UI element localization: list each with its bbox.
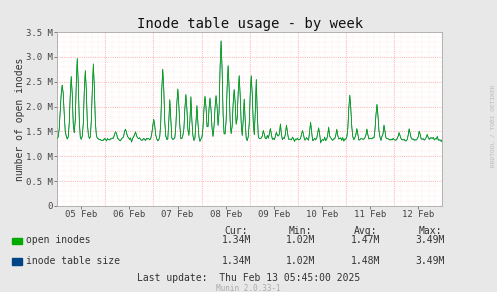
Text: 1.48M: 1.48M xyxy=(350,256,380,266)
Text: 1.34M: 1.34M xyxy=(221,235,251,245)
Text: 1.02M: 1.02M xyxy=(286,235,316,245)
Text: Max:: Max: xyxy=(418,226,442,236)
Text: RRDTOOL / TOBI OETIKER: RRDTOOL / TOBI OETIKER xyxy=(491,84,496,167)
Text: 1.02M: 1.02M xyxy=(286,256,316,266)
Y-axis label: number of open inodes: number of open inodes xyxy=(15,57,25,181)
Text: Cur:: Cur: xyxy=(224,226,248,236)
Text: 3.49M: 3.49M xyxy=(415,235,445,245)
Title: Inode table usage - by week: Inode table usage - by week xyxy=(137,17,363,31)
Text: Munin 2.0.33-1: Munin 2.0.33-1 xyxy=(216,284,281,292)
Text: 1.34M: 1.34M xyxy=(221,256,251,266)
Text: 3.49M: 3.49M xyxy=(415,256,445,266)
Text: Min:: Min: xyxy=(289,226,313,236)
Text: 1.47M: 1.47M xyxy=(350,235,380,245)
Text: Last update:  Thu Feb 13 05:45:00 2025: Last update: Thu Feb 13 05:45:00 2025 xyxy=(137,273,360,283)
Text: Avg:: Avg: xyxy=(353,226,377,236)
Text: open inodes: open inodes xyxy=(26,235,90,245)
Text: inode table size: inode table size xyxy=(26,256,120,266)
